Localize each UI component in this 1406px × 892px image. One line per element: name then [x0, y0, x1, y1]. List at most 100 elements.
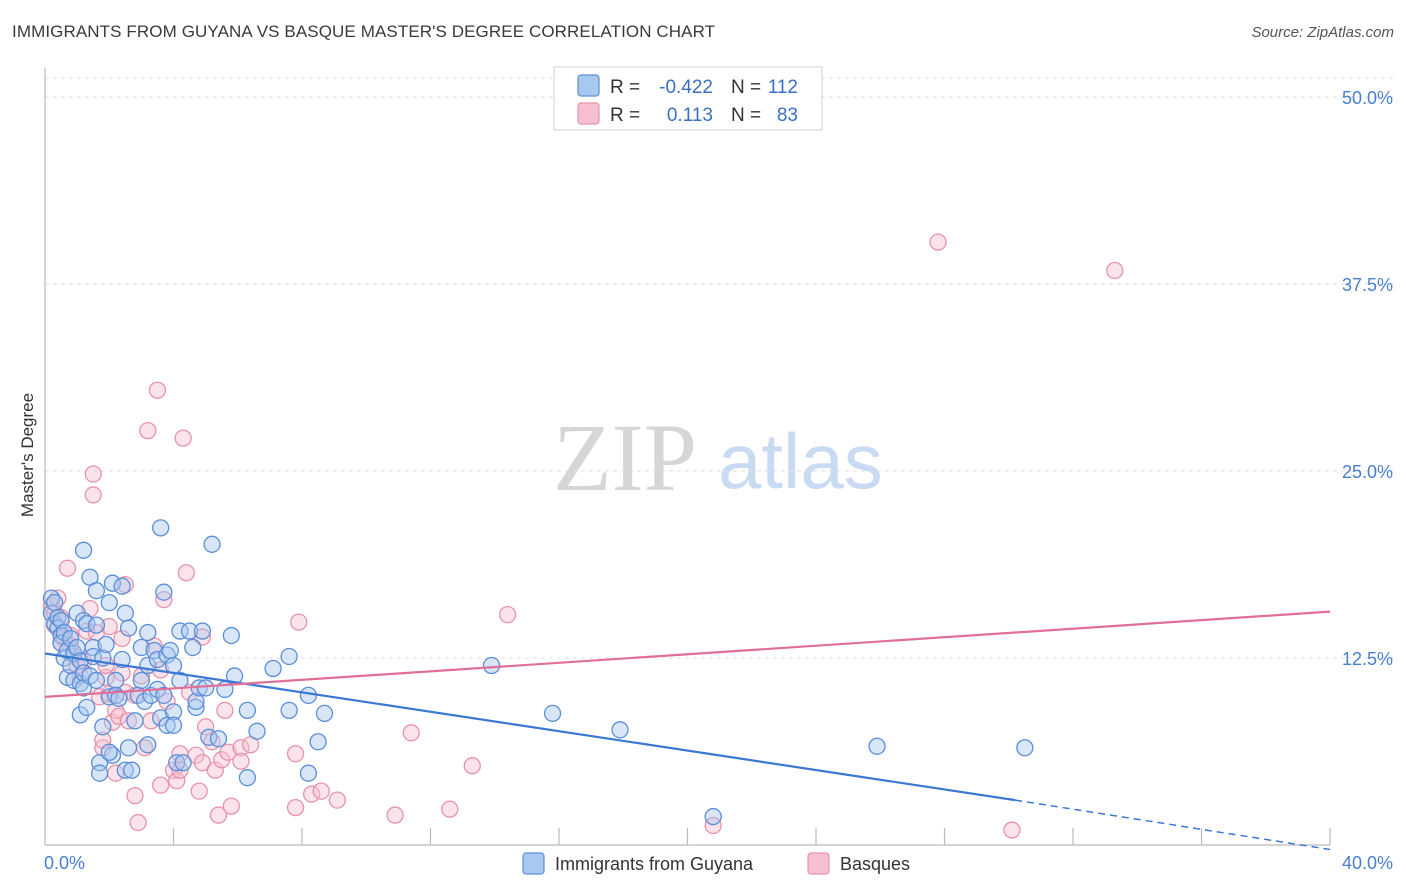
- guyana-point-95: [248, 722, 266, 740]
- basques-point-25: [100, 617, 118, 636]
- basques-point-78: [441, 800, 459, 818]
- guyana-point-97: [280, 647, 298, 666]
- guyana-point-59: [139, 623, 157, 642]
- basques-point-74: [312, 782, 330, 800]
- guyana-point-53: [123, 761, 141, 779]
- guyana-point-49: [116, 604, 134, 622]
- legend-n-label-pink: N =: [731, 105, 761, 126]
- guyana-point-83: [187, 692, 205, 711]
- basques-point-71: [286, 745, 305, 763]
- basques-point-34: [119, 712, 138, 730]
- basques-point-62: [209, 806, 228, 824]
- guyana-point-61: [139, 736, 157, 754]
- guyana-point-109: [100, 743, 118, 761]
- legend-n-value-pink: 83: [777, 105, 798, 126]
- basques-point-68: [232, 752, 250, 770]
- guyana-point-107: [868, 737, 886, 755]
- guyana-point-78: [171, 622, 189, 640]
- guyana-point-9: [55, 623, 73, 642]
- basques-point-40: [139, 421, 157, 440]
- legend-r-value-blue: -0.422: [659, 77, 713, 98]
- basques-point-61: [206, 761, 224, 779]
- legend-r-label-blue: R =: [610, 77, 640, 98]
- guyana-point-62: [142, 686, 160, 705]
- basques-point-75: [328, 791, 346, 809]
- guyana-point-102: [315, 704, 334, 723]
- guyana-point-106: [704, 807, 722, 826]
- x-tick-labels: 0.0% 40.0%: [44, 853, 1393, 873]
- basques-point-53: [177, 564, 196, 582]
- basques-point-67: [232, 739, 250, 757]
- watermark: ZIP atlas: [553, 404, 883, 511]
- guyana-point-27: [78, 698, 96, 717]
- guyana-point-96: [264, 659, 282, 678]
- basques-point-30: [113, 629, 131, 648]
- basques-point-65: [219, 743, 237, 761]
- guyana-point-47: [113, 577, 131, 595]
- x-tick-label-1: 40.0%: [1342, 853, 1393, 873]
- guyana-point-108: [1016, 739, 1034, 757]
- guyana-point-100: [299, 686, 318, 705]
- guyana-point-69: [155, 686, 173, 705]
- guyana-point-52: [119, 739, 138, 757]
- basques-point-7: [58, 559, 77, 577]
- guyana-point-91: [222, 626, 240, 645]
- basques-point-52: [174, 429, 192, 447]
- y-axis-title: Master's Degree: [18, 393, 37, 517]
- guyana-point-72: [161, 641, 179, 660]
- basques-point-77: [402, 724, 420, 742]
- basques-point-64: [216, 701, 234, 720]
- guyana-point-54: [126, 712, 144, 730]
- basques-point-58: [193, 754, 212, 772]
- basques-point-35: [126, 786, 144, 805]
- guyana-trendline: [44, 652, 1016, 802]
- y-tick-label-2: 37.5%: [1342, 275, 1393, 295]
- guyana-point-66: [151, 519, 170, 537]
- y-tick-labels: 12.5% 25.0% 37.5% 50.0%: [1342, 88, 1393, 669]
- legend-n-label-blue: N =: [731, 77, 761, 98]
- basques-point-84: [1106, 261, 1124, 280]
- watermark-zip: ZIP: [553, 404, 697, 511]
- basques-point-80: [498, 605, 517, 624]
- guyana-point-65: [148, 650, 167, 669]
- guyana-point-68: [155, 583, 173, 601]
- basques-point-72: [290, 613, 308, 631]
- guyana-point-56: [132, 638, 151, 657]
- legend-swatch-blue: [577, 74, 600, 97]
- correlation-legend: R = -0.422 N = 112 R = 0.113 N = 83: [553, 66, 823, 131]
- guyana-point-82: [187, 698, 205, 717]
- basques-point-70: [286, 798, 305, 817]
- y-tick-label-3: 50.0%: [1342, 88, 1393, 108]
- guyana-point-80: [180, 622, 199, 640]
- basques-point-56: [190, 782, 208, 800]
- guyana-point-32: [87, 616, 106, 634]
- watermark-atlas: atlas: [718, 417, 883, 505]
- basques-point-59: [196, 718, 215, 736]
- guyana-point-22: [74, 611, 93, 630]
- guyana-point-57: [132, 671, 151, 690]
- guyana-point-43: [103, 746, 122, 764]
- basques-point-37: [129, 813, 147, 832]
- basques-point-16: [84, 465, 102, 483]
- y-tick-label-0: 12.5%: [1342, 649, 1393, 669]
- guyana-point-94: [238, 769, 257, 787]
- guyana-point-3: [45, 593, 64, 612]
- basques-point-73: [302, 785, 321, 803]
- guyana-point-34: [87, 582, 106, 600]
- guyana-point-51: [119, 619, 138, 637]
- guyana-point-25: [74, 541, 93, 559]
- guyana-trendline-extension: [1015, 799, 1331, 851]
- guyana-point-103: [482, 656, 501, 675]
- guyana-point-50: [116, 761, 134, 779]
- guyana-point-86: [196, 679, 215, 697]
- basques-point-44: [151, 776, 170, 794]
- guyana-point-104: [543, 704, 562, 723]
- basques-point-79: [463, 757, 481, 775]
- basques-point-66: [222, 797, 240, 815]
- basques-point-81: [704, 816, 722, 835]
- bottom-legend-label-guyana: Immigrants from Guyana: [555, 854, 754, 874]
- guyana-point-74: [164, 703, 183, 721]
- gridlines: [45, 77, 1393, 659]
- axes: [44, 68, 1331, 846]
